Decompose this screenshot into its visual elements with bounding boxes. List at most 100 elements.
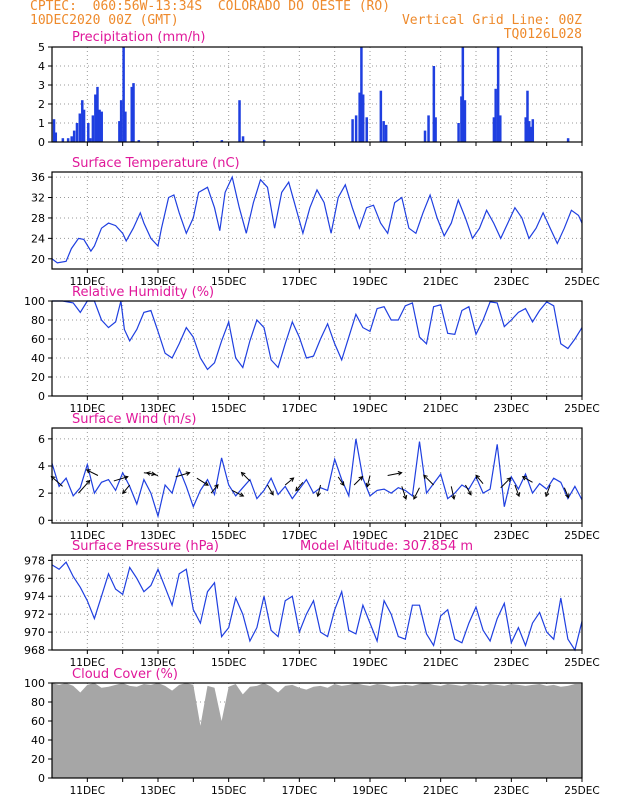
- wind-arrow: [464, 484, 472, 496]
- temp-line: [51, 175, 583, 264]
- wind-arrow-head: [239, 492, 245, 497]
- panel-title: Surface Wind (m/s): [72, 412, 196, 427]
- panel-frame: [51, 682, 583, 779]
- wind-arrow: [122, 484, 131, 494]
- precip-bar: [61, 138, 65, 142]
- precip-bar: [566, 138, 570, 142]
- wind-arrow-head: [240, 471, 246, 477]
- y-tick-label: 2: [38, 487, 45, 500]
- wind-line: [51, 438, 583, 519]
- wind-arrow-head: [475, 474, 480, 480]
- x-tick-label: 19DEC: [352, 403, 387, 415]
- precip-bar: [496, 47, 500, 142]
- wind-arrow-head: [185, 471, 191, 476]
- wind-arrow: [113, 476, 128, 482]
- precip-bar: [434, 117, 437, 142]
- precip-bar: [75, 123, 79, 142]
- x-tick-label: 21DEC: [423, 657, 458, 669]
- wind-arrow: [337, 476, 345, 486]
- vertical-grid-note: Vertical Grid Line: 00Z: [401, 13, 582, 28]
- y-tick-label: 24: [31, 232, 45, 245]
- y-tick-label: 28: [31, 212, 45, 225]
- precip-bar: [382, 121, 385, 142]
- precip-bar: [119, 100, 123, 142]
- precip-bar: [427, 115, 430, 142]
- wind-arrow: [500, 477, 511, 489]
- y-tick-label: 972: [24, 608, 45, 621]
- x-tick-label: 21DEC: [423, 403, 458, 415]
- wind-arrow: [353, 476, 363, 486]
- wind-arrow-head: [358, 475, 364, 481]
- x-tick-label: 11DEC: [70, 276, 105, 288]
- wind-arrow: [413, 487, 420, 500]
- precip-bar: [52, 119, 56, 142]
- x-tick-label: 15DEC: [211, 403, 246, 415]
- panel-frame: [51, 427, 583, 524]
- wind-arrow-head: [506, 477, 512, 482]
- precip-bar: [122, 47, 125, 142]
- panel-wind: 0 2 4 6 11DEC 13DEC 15DEC 17DEC 19DEC 21DEC 23DEC 2…: [38, 412, 600, 542]
- precip-bar: [461, 47, 465, 142]
- y-tick-label: 976: [24, 572, 45, 585]
- x-tick-label: 23DEC: [494, 276, 529, 288]
- precip-bar: [360, 47, 363, 142]
- precip-bar: [70, 136, 73, 142]
- y-tick-label: 0: [38, 514, 45, 527]
- precip-bar: [220, 140, 224, 142]
- wind-arrow-head: [467, 490, 472, 496]
- y-tick-label: 6: [38, 433, 45, 446]
- x-tick-label: 23DEC: [494, 530, 529, 542]
- precip-bar: [87, 123, 90, 142]
- wind-arrow: [295, 481, 304, 492]
- x-tick-label: 11DEC: [70, 403, 105, 415]
- y-tick-label: 1: [38, 117, 45, 130]
- x-tick-label: 17DEC: [282, 403, 317, 415]
- x-tick-label: 13DEC: [140, 530, 175, 542]
- x-tick-label: 19DEC: [352, 530, 387, 542]
- panel-precip: 0 1 2 3 4 5 Precipitation (mm/h): [38, 30, 583, 149]
- wind-arrow: [522, 476, 533, 483]
- precip-bar: [365, 117, 368, 142]
- y-tick-label: 978: [24, 554, 45, 567]
- precip-bar: [132, 83, 135, 142]
- y-tick-label: 40: [31, 352, 45, 365]
- precip-bar: [54, 132, 58, 142]
- panel-title: Relative Humidity (%): [72, 285, 214, 300]
- x-tick-label: 23DEC: [494, 403, 529, 415]
- precip-bar: [457, 123, 460, 142]
- cloud-area: [52, 683, 582, 778]
- precip-bar: [524, 117, 527, 142]
- wind-arrow: [514, 484, 520, 497]
- precip-bar: [263, 140, 266, 142]
- wind-arrow: [545, 484, 551, 497]
- run-date: 10DEC2020 00Z (GMT): [30, 13, 179, 28]
- precip-bar: [89, 138, 92, 142]
- wind-arrow: [241, 472, 251, 482]
- x-tick-label: 19DEC: [352, 276, 387, 288]
- y-tick-label: 3: [38, 79, 45, 92]
- panel-pressure: 968 970 972 974 976 978 11DEC 13DEC 15DEC 17DEC 19…: [24, 539, 600, 669]
- y-tick-label: 0: [38, 136, 45, 149]
- wind-arrow: [146, 472, 159, 476]
- rh-line: [52, 300, 583, 371]
- wind-arrow-head: [402, 494, 408, 500]
- x-tick-label: 13DEC: [140, 657, 175, 669]
- y-tick-label: 970: [24, 626, 45, 639]
- y-tick-label: 80: [31, 314, 45, 327]
- precip-bar: [130, 86, 133, 142]
- wind-arrow-head: [316, 492, 321, 498]
- panel-title: Surface Pressure (hPa): [72, 539, 219, 554]
- wind-arrow-head: [544, 492, 550, 498]
- station-title: CPTEC: 060:56W-13:34S COLORADO DO OESTE …: [30, 0, 391, 14]
- y-tick-label: 4: [38, 60, 45, 73]
- wind-arrow: [231, 489, 244, 497]
- precip-bar: [137, 140, 141, 142]
- wind-arrow: [210, 484, 219, 494]
- y-tick-label: 4: [38, 460, 45, 473]
- precip-bar: [361, 94, 365, 142]
- precip-bar: [526, 90, 529, 142]
- precip-bar: [100, 111, 103, 142]
- wind-arrow: [51, 476, 63, 487]
- precip-bar: [241, 136, 245, 142]
- x-tick-label: 13DEC: [140, 403, 175, 415]
